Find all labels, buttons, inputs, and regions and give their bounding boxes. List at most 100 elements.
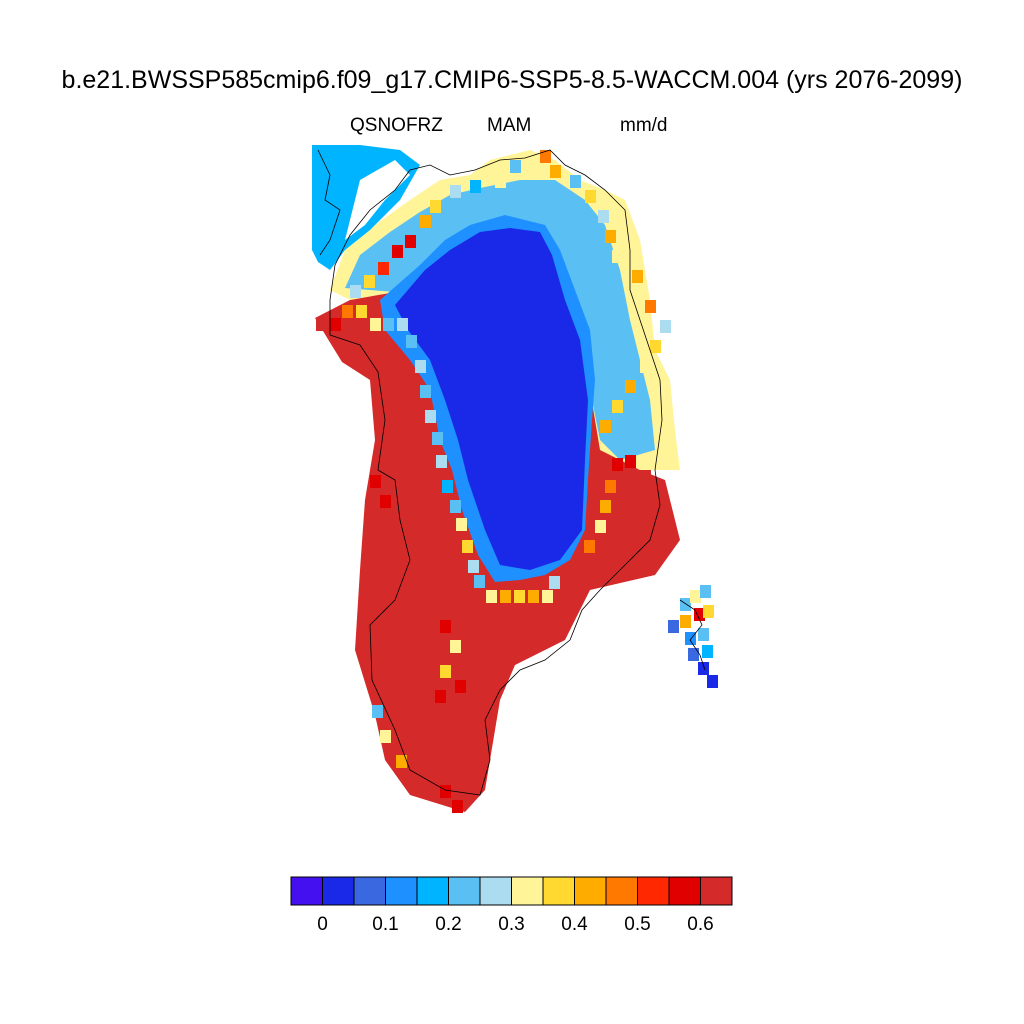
- colorbar-box: [700, 876, 733, 906]
- season-label: MAM: [487, 115, 532, 136]
- island-cell: [685, 632, 696, 645]
- grid-cell: [452, 800, 463, 813]
- colorbar-tick-label: 0: [317, 914, 328, 935]
- colorbar-tick-label: 0.6: [687, 914, 713, 935]
- grid-cell: [500, 590, 511, 603]
- grid-cell: [549, 576, 560, 589]
- colorbar-box: [637, 876, 670, 906]
- grid-cell: [495, 175, 506, 188]
- colorbar-box: [574, 876, 607, 906]
- grid-cell: [350, 285, 361, 298]
- grid-cell: [425, 410, 436, 423]
- grid-cell: [372, 705, 383, 718]
- grid-cell: [392, 245, 403, 258]
- units-label: mm/d: [620, 115, 668, 136]
- colorbar-tick-label: 0.1: [372, 914, 398, 935]
- coastline: [317, 149, 706, 796]
- colorbar-box: [542, 876, 575, 906]
- island-cell: [680, 598, 691, 611]
- grid-cell: [406, 335, 417, 348]
- grid-cell: [584, 540, 595, 553]
- island-cell: [694, 608, 705, 621]
- island-cell: [698, 628, 709, 641]
- grid-cell: [514, 590, 525, 603]
- grid-cell: [378, 262, 389, 275]
- grid-cell: [364, 275, 375, 288]
- colorbar-box: [353, 876, 386, 906]
- grid-cell: [455, 680, 466, 693]
- colorbar-tick-label: 0.2: [435, 914, 461, 935]
- grid-cell: [528, 590, 539, 603]
- colorbar-box: [448, 876, 481, 906]
- colorbar-tick-label: 0.5: [624, 914, 650, 935]
- grid-cell: [540, 150, 551, 163]
- grid-cell: [415, 360, 426, 373]
- colorbar-tick-label: 0.4: [561, 914, 588, 935]
- grid-cell: [625, 380, 636, 393]
- grid-cell: [645, 300, 656, 313]
- grid-cell: [397, 318, 408, 331]
- grid-cell: [383, 318, 394, 331]
- grid-cell: [316, 318, 327, 331]
- grid-cell: [430, 200, 441, 213]
- coastline-path: [329, 149, 663, 796]
- island-cell: [698, 662, 709, 675]
- grid-cell: [468, 560, 479, 573]
- grid-cell: [474, 575, 485, 588]
- grid-cell: [612, 458, 623, 471]
- colorbar-box: [322, 876, 355, 906]
- grid-cell: [440, 785, 451, 798]
- grid-cell: [612, 400, 623, 413]
- colorbar-box: [385, 876, 418, 906]
- island-cell: [700, 585, 711, 598]
- island-cell: [702, 645, 713, 658]
- colorbar-box: [479, 876, 512, 906]
- grid-cell: [605, 230, 616, 243]
- grid-cell: [450, 500, 461, 513]
- colorbar-box: [605, 876, 638, 906]
- grid-cell: [510, 160, 521, 173]
- grid-cell: [436, 455, 447, 468]
- colorbar-box: [416, 876, 449, 906]
- grid-cell: [442, 480, 453, 493]
- plot-title: b.e21.BWSSP585cmip6.f09_g17.CMIP6-SSP5-8…: [61, 66, 963, 94]
- grid-cell: [598, 210, 609, 223]
- grid-cell: [462, 540, 473, 553]
- grid-cell: [440, 665, 451, 678]
- coastline-nw: [317, 149, 341, 256]
- island-cell: [703, 605, 714, 618]
- grid-cell: [380, 730, 391, 743]
- grid-cell: [585, 190, 596, 203]
- grid-cell: [600, 500, 611, 513]
- grid-cell: [625, 455, 636, 468]
- colorbar-box: [668, 876, 701, 906]
- grid-cell: [370, 318, 381, 331]
- grid-cell: [456, 518, 467, 531]
- grid-cell: [420, 385, 431, 398]
- grid-cell: [432, 432, 443, 445]
- grid-cell: [440, 620, 451, 633]
- grid-cell: [550, 165, 561, 178]
- grid-cell: [660, 320, 671, 333]
- grid-cell: [470, 180, 481, 193]
- grid-cell: [612, 250, 623, 263]
- grid-cell: [420, 215, 431, 228]
- grid-cell: [605, 480, 616, 493]
- grid-cell: [600, 420, 611, 433]
- grid-cell: [405, 235, 416, 248]
- grid-cell: [650, 340, 661, 353]
- grid-cell: [595, 520, 606, 533]
- grid-cell: [450, 185, 461, 198]
- grid-cell: [632, 270, 643, 283]
- grid-cell: [342, 305, 353, 318]
- grid-cell: [380, 495, 391, 508]
- island-cell: [680, 615, 691, 628]
- grid-cell: [330, 318, 341, 331]
- grid-cell: [435, 690, 446, 703]
- island-cell: [668, 620, 679, 633]
- grid-cell: [570, 175, 581, 188]
- grid-cell: [640, 360, 651, 373]
- grid-cell: [640, 470, 651, 483]
